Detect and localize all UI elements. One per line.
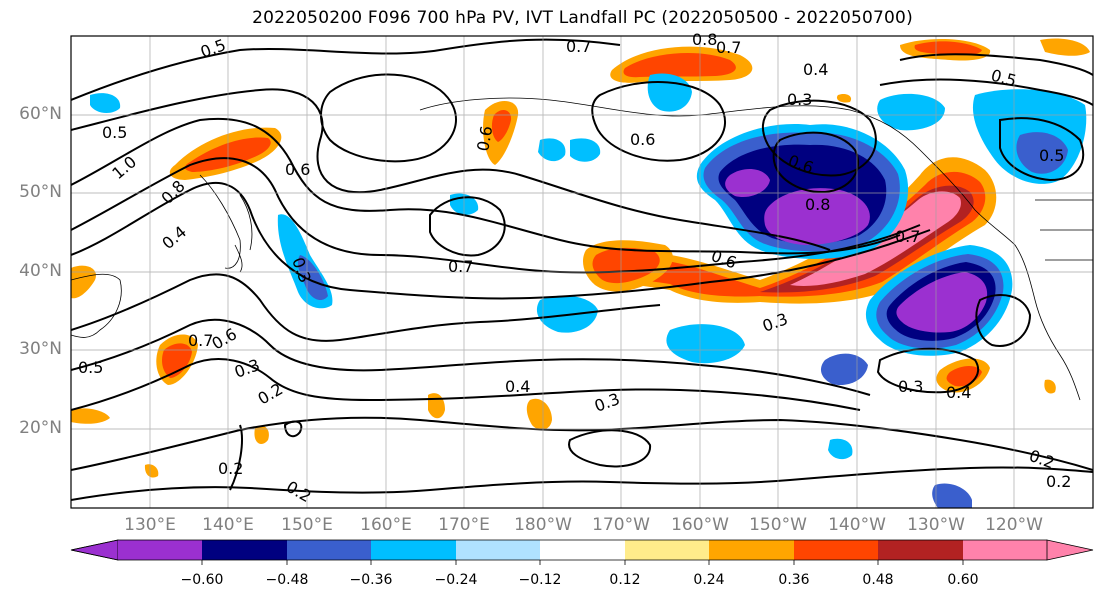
negative-anomaly-california bbox=[820, 245, 1013, 386]
positive-anomaly-gulf bbox=[610, 38, 991, 83]
contour-label: 0.6 bbox=[630, 130, 655, 149]
lon-label-170w: 170°W bbox=[592, 515, 650, 535]
colorbar-lower-extension bbox=[70, 539, 119, 561]
lon-label-170e: 170°E bbox=[438, 515, 490, 535]
colorbar-bin bbox=[202, 540, 287, 560]
colorbar-upper-extension bbox=[1046, 539, 1094, 561]
contour-label: 0.3 bbox=[898, 377, 923, 396]
colorbar-label: −0.36 bbox=[349, 572, 393, 588]
contour-label: 0.6 bbox=[285, 160, 310, 179]
lon-label-160w: 160°W bbox=[671, 515, 729, 535]
lon-label-180w: 180°W bbox=[514, 515, 572, 535]
contour-label: 0.8 bbox=[692, 30, 717, 49]
colorbar-label: −0.60 bbox=[180, 572, 224, 588]
colorbar-label: 0.24 bbox=[693, 572, 725, 588]
colorbar-bin bbox=[963, 540, 1047, 560]
contour-label: 0.2 bbox=[218, 459, 243, 478]
lon-label-130w: 130°W bbox=[907, 515, 965, 535]
contour-label: 0.5 bbox=[102, 123, 127, 142]
contour-label: 0.5 bbox=[78, 358, 103, 377]
contour-label: 0.6 bbox=[473, 124, 496, 152]
contour-label: 0.4 bbox=[803, 60, 828, 79]
colorbar-label: −0.24 bbox=[434, 572, 478, 588]
colorbar-bin bbox=[878, 540, 963, 560]
negative-anomaly-gulf bbox=[696, 124, 909, 260]
colorbar-bin bbox=[709, 540, 794, 560]
colorbar-bin bbox=[371, 540, 456, 560]
colorbar-bin bbox=[540, 540, 625, 560]
lat-label-40n: 40°N bbox=[19, 261, 62, 281]
colorbar-bin bbox=[794, 540, 878, 560]
graticule bbox=[71, 36, 1093, 508]
colorbar-label: 0.12 bbox=[609, 572, 641, 588]
lon-label-150e: 150°E bbox=[281, 515, 333, 535]
colorbar-bin bbox=[118, 540, 202, 560]
contour-label-extra: 0.2 bbox=[1046, 472, 1071, 491]
lon-label-140w: 140°W bbox=[828, 515, 886, 535]
map-frame bbox=[70, 35, 1094, 509]
colorbar-label: 0.36 bbox=[778, 572, 810, 588]
contour-label: 0.7 bbox=[448, 257, 473, 276]
contour-label: 0.4 bbox=[505, 377, 530, 396]
positive-anomaly-midpacific bbox=[144, 38, 1090, 478]
colorbar bbox=[70, 539, 1094, 565]
lat-label-50n: 50°N bbox=[19, 182, 62, 202]
coastlines bbox=[71, 97, 1093, 401]
contour-label: 0.7 bbox=[895, 227, 920, 246]
colorbar-label: 0.48 bbox=[862, 572, 894, 588]
contour-label: 0.3 bbox=[787, 90, 812, 109]
contour-label: 0.7 bbox=[188, 331, 213, 350]
contour-label: 0.7 bbox=[716, 38, 741, 57]
lon-label-160e: 160°E bbox=[360, 515, 412, 535]
lat-label-60n: 60°N bbox=[19, 104, 62, 124]
colorbar-label: 0.60 bbox=[947, 572, 979, 588]
colorbar-bin bbox=[456, 540, 540, 560]
contour-label: 0.4 bbox=[946, 383, 971, 402]
lon-label-120w: 120°W bbox=[985, 515, 1043, 535]
colorbar-bin bbox=[287, 540, 371, 560]
lon-label-140e: 140°E bbox=[202, 515, 254, 535]
lon-label-150w: 150°W bbox=[749, 515, 807, 535]
contour-label: 0.8 bbox=[805, 195, 830, 214]
map-title: 2022050200 F096 700 hPa PV, IVT Landfall… bbox=[252, 8, 913, 28]
lat-label-30n: 30°N bbox=[19, 339, 62, 359]
contour-label: 0.7 bbox=[566, 37, 591, 56]
pv-contours bbox=[71, 38, 1093, 501]
lat-label-20n: 20°N bbox=[19, 418, 62, 438]
colorbar-label: −0.48 bbox=[265, 572, 309, 588]
contour-label: 0.5 bbox=[1039, 146, 1064, 165]
colorbar-label: −0.12 bbox=[518, 572, 562, 588]
negative-anomaly-other bbox=[90, 73, 1087, 508]
lon-label-130e: 130°E bbox=[124, 515, 176, 535]
colorbar-bin bbox=[625, 540, 709, 560]
